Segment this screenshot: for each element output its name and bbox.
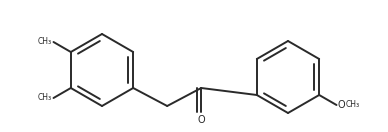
Text: CH₃: CH₃	[37, 37, 52, 46]
Text: O: O	[197, 115, 205, 125]
Text: CH₃: CH₃	[345, 100, 360, 110]
Text: O: O	[338, 100, 345, 110]
Text: CH₃: CH₃	[37, 93, 52, 103]
